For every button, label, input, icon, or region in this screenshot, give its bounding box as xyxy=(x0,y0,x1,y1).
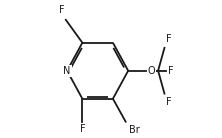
Text: F: F xyxy=(79,124,85,134)
Text: F: F xyxy=(166,97,171,108)
Text: F: F xyxy=(168,66,174,76)
Text: Br: Br xyxy=(129,125,140,136)
Text: F: F xyxy=(59,5,65,15)
Text: O: O xyxy=(148,66,156,76)
Text: N: N xyxy=(63,66,71,76)
Text: F: F xyxy=(166,34,171,44)
